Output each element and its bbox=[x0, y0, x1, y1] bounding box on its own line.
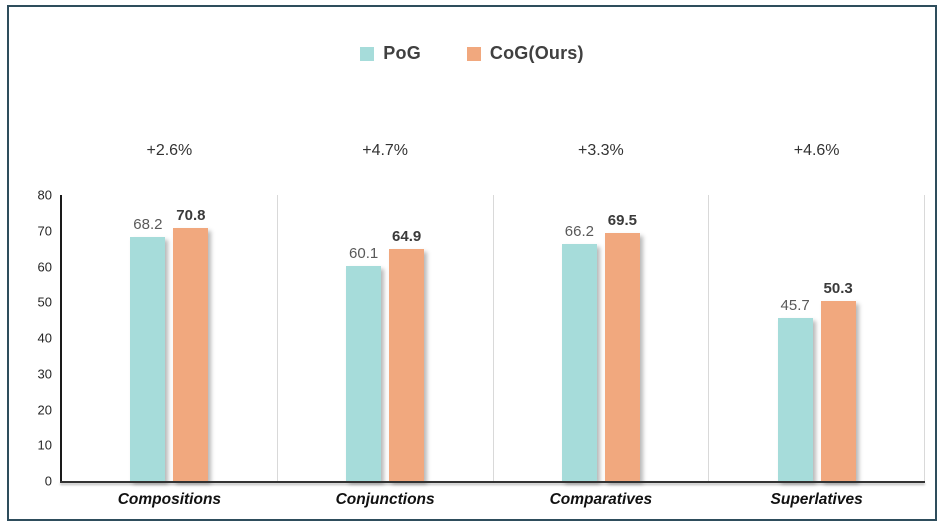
cog-legend-label: CoG(Ours) bbox=[489, 43, 584, 63]
y-tick-label: 20 bbox=[37, 402, 52, 417]
pog-swatch bbox=[360, 46, 375, 61]
bar-value-label: 45.7 bbox=[780, 296, 810, 314]
legend-item-cog: CoG(Ours) bbox=[466, 43, 584, 64]
category-label: Superlatives bbox=[770, 491, 863, 508]
legend-item-pog: PoG bbox=[360, 43, 421, 64]
category-label: Conjunctions bbox=[335, 491, 435, 508]
gain-label: +4.7% bbox=[362, 142, 409, 159]
cog-bar: 64.9 bbox=[389, 228, 425, 481]
bar-value-label: 69.5 bbox=[607, 211, 637, 229]
y-tick-label: 0 bbox=[44, 473, 52, 489]
cog-bar: 70.8 bbox=[173, 207, 209, 481]
pog-bar: 45.7 bbox=[777, 297, 813, 481]
y-tick-label: 50 bbox=[37, 294, 52, 310]
category-group: +2.6% 68.2 70.8 Compositions bbox=[62, 142, 278, 508]
y-tick-label: 40 bbox=[37, 330, 52, 346]
cog-bar: 69.5 bbox=[604, 212, 640, 481]
bar-value-label: 50.3 bbox=[823, 280, 853, 298]
x-axis-line bbox=[60, 481, 925, 483]
y-tick-label: 80 bbox=[37, 187, 52, 203]
bar-pair: 60.1 64.9 bbox=[278, 195, 493, 481]
gain-label: +4.6% bbox=[793, 142, 840, 159]
bar-value-label: 66.2 bbox=[564, 223, 594, 241]
y-tick-label: 30 bbox=[37, 366, 52, 382]
category-group: +3.3% 66.2 69.5 Comparatives bbox=[494, 142, 710, 508]
chart-frame: PoG CoG(Ours) +2.6% 68.2 70.8 Compositions +… bbox=[7, 5, 937, 521]
gain-label: +2.6% bbox=[146, 142, 193, 159]
pog-bar: 68.2 bbox=[130, 216, 166, 481]
bar-groups: +2.6% 68.2 70.8 Compositions +4.7% 60.1 64.9 Co… bbox=[62, 142, 925, 508]
pog-bar: 60.1 bbox=[346, 245, 382, 481]
category-group: +4.6% 45.7 50.3 Superlatives bbox=[709, 142, 925, 508]
y-axis-line bbox=[60, 195, 62, 481]
y-tick-label: 70 bbox=[37, 223, 52, 239]
category-group: +4.7% 60.1 64.9 Conjunctions bbox=[278, 142, 494, 508]
pog-legend-label: PoG bbox=[383, 43, 421, 63]
legend: PoG CoG(Ours) bbox=[9, 43, 935, 64]
cog-bar: 50.3 bbox=[820, 280, 856, 481]
bar-value-label: 64.9 bbox=[392, 227, 422, 245]
gain-label: +3.3% bbox=[577, 142, 624, 159]
category-label: Compositions bbox=[117, 491, 222, 508]
bar-pair: 68.2 70.8 bbox=[62, 195, 277, 481]
bar-value-label: 60.1 bbox=[349, 245, 379, 263]
bar-value-label: 70.8 bbox=[176, 206, 206, 224]
y-tick-label: 60 bbox=[37, 259, 52, 274]
category-label: Comparatives bbox=[549, 491, 653, 508]
pog-bar: 66.2 bbox=[561, 223, 597, 481]
plot-area: +2.6% 68.2 70.8 Compositions +4.7% 60.1 64.9 Co… bbox=[38, 142, 925, 508]
cog-swatch bbox=[466, 46, 481, 61]
bar-value-label: 68.2 bbox=[133, 216, 163, 234]
bar-pair: 45.7 50.3 bbox=[709, 195, 924, 481]
y-tick-label: 10 bbox=[37, 437, 52, 453]
bar-pair: 66.2 69.5 bbox=[494, 195, 709, 481]
